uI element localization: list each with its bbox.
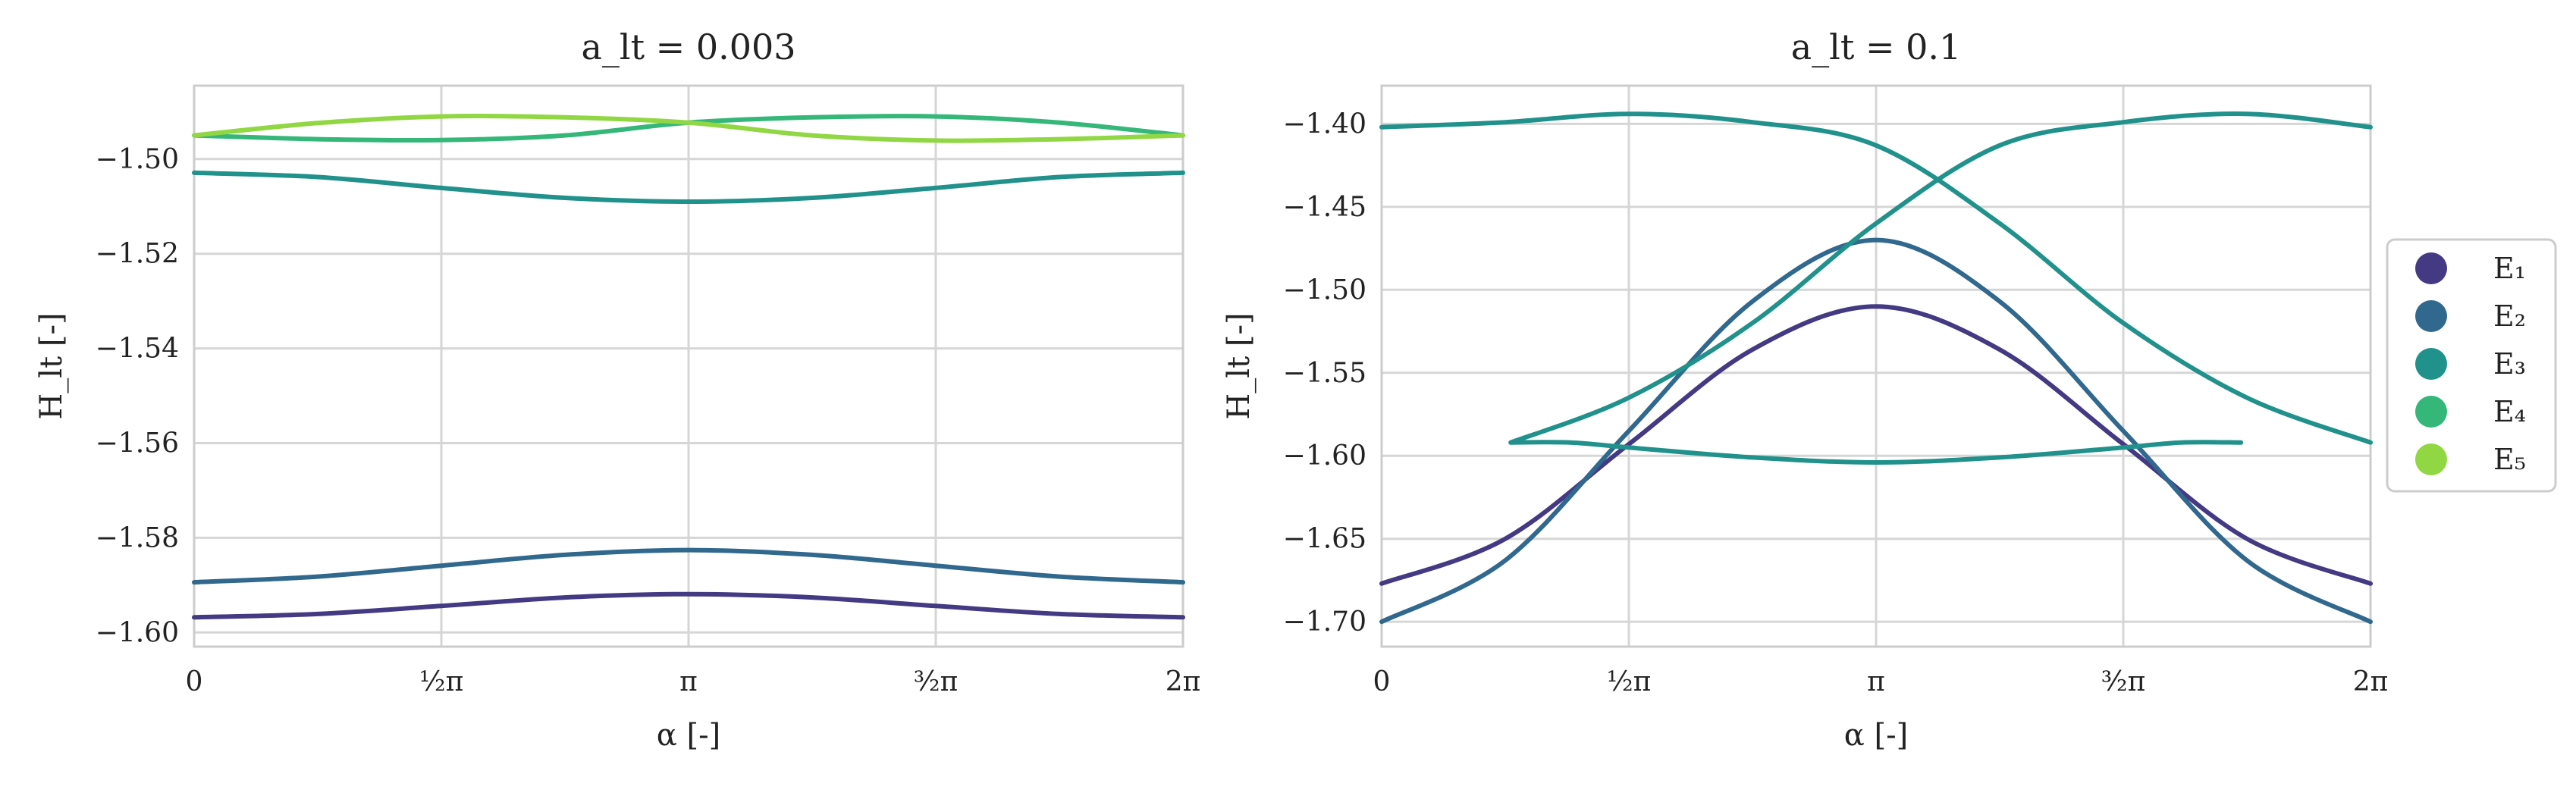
series-line-5 xyxy=(1508,440,2244,465)
legend-label: E₄ xyxy=(2493,395,2526,428)
y-tick-label: −1.52 xyxy=(96,239,179,270)
legend-marker xyxy=(2415,300,2447,332)
series-line-1 xyxy=(1379,304,2373,586)
series-line-5 xyxy=(192,114,1185,143)
y-tick-label: −1.58 xyxy=(96,522,179,553)
x-tick-label: π xyxy=(1867,666,1885,697)
chart-title: a_lt = 0.003 xyxy=(581,27,795,67)
y-tick-label: −1.54 xyxy=(96,334,179,365)
series-line-1 xyxy=(192,591,1185,620)
legend-label: E₂ xyxy=(2493,299,2526,333)
left-chart: 0 ½π π ³⁄₂π 2π −1.50 −1.52 −1.54 −1.56 −1.58 −1.60… xyxy=(34,27,1200,753)
plot-frame xyxy=(1380,84,2372,648)
y-axis-label: H_lt [-] xyxy=(34,312,69,419)
y-tick-label: −1.45 xyxy=(1283,192,1366,223)
x-tick-label: 0 xyxy=(1373,666,1391,697)
x-tick-label: ½π xyxy=(1607,666,1652,697)
x-tick-label: ½π xyxy=(419,666,464,697)
series-line-3 xyxy=(1379,111,2373,445)
series-line-2 xyxy=(192,547,1185,585)
y-axis-label: H_lt [-] xyxy=(1222,312,1257,419)
legend-label: E₁ xyxy=(2493,252,2526,285)
legend-label: E₃ xyxy=(2493,347,2526,381)
right-chart: 0 ½π π ³⁄₂π 2π −1.40 −1.45 −1.50 −1.55 −1.60 −1.65… xyxy=(1222,27,2388,753)
x-tick-label: ³⁄₂π xyxy=(914,666,959,697)
x-axis-label: α [-] xyxy=(657,718,720,753)
chart-title: a_lt = 0.1 xyxy=(1791,27,1962,67)
y-tick-label: −1.55 xyxy=(1283,358,1366,389)
y-tick-label: −1.50 xyxy=(96,144,179,175)
x-tick-label: 0 xyxy=(186,666,203,697)
y-tick-label: −1.56 xyxy=(96,428,179,459)
x-tick-label: π xyxy=(679,666,698,697)
legend-label: E₅ xyxy=(2493,443,2526,476)
x-tick-label: 2π xyxy=(1166,666,1201,697)
legend-box xyxy=(2386,238,2557,493)
x-axis-label: α [-] xyxy=(1844,718,1908,753)
y-tick-label: −1.50 xyxy=(1283,274,1366,306)
legend-marker xyxy=(2415,443,2447,475)
x-tick-label: 2π xyxy=(2353,666,2389,697)
plot-frame xyxy=(193,84,1184,648)
series-line-2 xyxy=(1379,237,2373,625)
legend-marker xyxy=(2415,252,2447,284)
y-tick-label: −1.40 xyxy=(1283,108,1366,139)
series-line-3 xyxy=(192,170,1185,205)
y-tick-label: −1.60 xyxy=(96,617,179,648)
y-tick-label: −1.70 xyxy=(1283,606,1366,638)
legend-marker xyxy=(2415,348,2447,380)
y-tick-label: −1.60 xyxy=(1283,440,1366,472)
x-tick-label: ³⁄₂π xyxy=(2101,666,2146,697)
y-tick-label: −1.65 xyxy=(1283,524,1366,555)
legend: E₁ E₂ E₃ E₄ E₅ xyxy=(2386,238,2557,493)
legend-marker xyxy=(2415,396,2447,428)
series-line-4 xyxy=(1508,111,2373,445)
